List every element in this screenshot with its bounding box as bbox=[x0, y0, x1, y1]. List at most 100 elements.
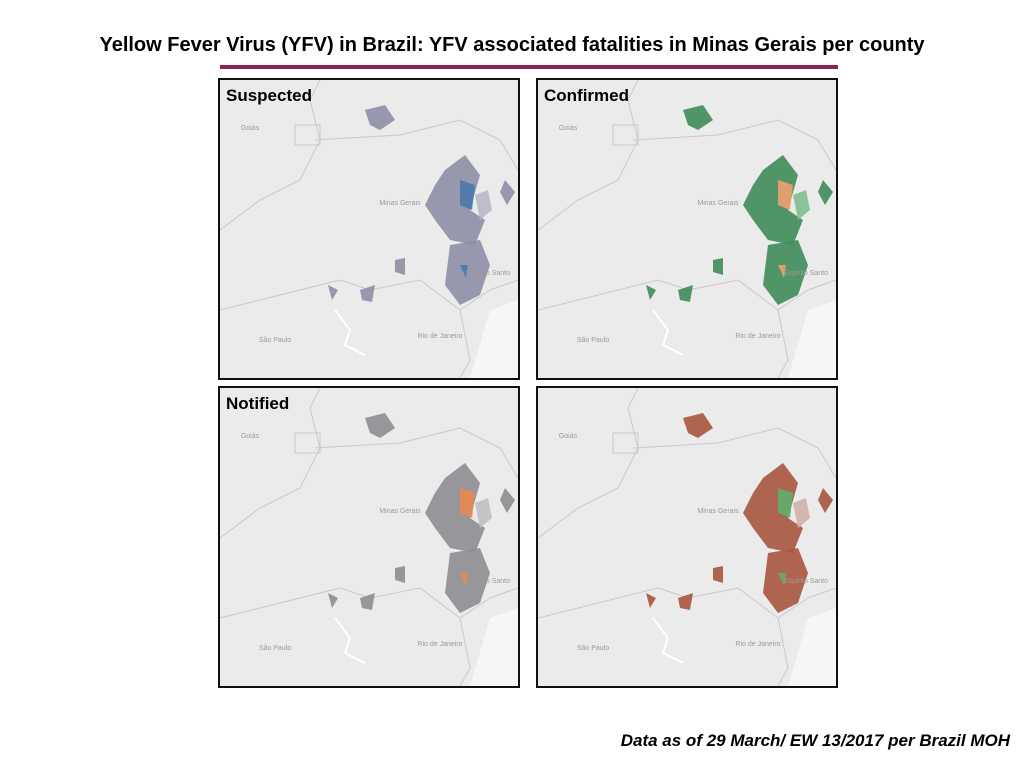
map-label: São Paulo bbox=[259, 645, 291, 652]
map-label: Minas Gerais bbox=[697, 200, 739, 207]
panel-label: Confirmed bbox=[544, 86, 629, 105]
state-border bbox=[459, 587, 518, 619]
map-label: Minas Gerais bbox=[379, 200, 421, 207]
state-border bbox=[459, 279, 518, 311]
county-region bbox=[678, 593, 693, 610]
coast bbox=[788, 608, 836, 686]
state-border bbox=[220, 80, 321, 231]
county-region bbox=[360, 593, 375, 610]
county-region bbox=[460, 180, 475, 210]
map-label: Goiás bbox=[559, 433, 578, 440]
map-label: São Paulo bbox=[577, 645, 609, 652]
state-border bbox=[538, 279, 659, 311]
coast bbox=[788, 300, 836, 378]
state-border bbox=[314, 427, 518, 479]
state-border bbox=[777, 279, 836, 311]
county-region bbox=[763, 240, 808, 305]
map: Goiás Minas Gerais Espírito Santo São Paulo… bbox=[220, 80, 518, 378]
state-border bbox=[632, 119, 836, 171]
state-border bbox=[538, 80, 639, 231]
county-region bbox=[743, 155, 803, 245]
map-label: Minas Gerais bbox=[379, 508, 421, 515]
state-border bbox=[538, 388, 639, 539]
county-region bbox=[425, 463, 485, 553]
map-label: Goiás bbox=[241, 125, 260, 132]
map-label: São Paulo bbox=[577, 337, 609, 344]
map: Goiás Minas Gerais Espírito Santo São Paulo… bbox=[220, 388, 518, 686]
county-region bbox=[365, 413, 395, 438]
county-region bbox=[445, 240, 490, 305]
map-panel: Goiás Minas Gerais Espírito Santo São Paulo… bbox=[218, 78, 520, 380]
county-region bbox=[328, 285, 338, 300]
county-region bbox=[395, 258, 405, 275]
map-panel: Goiás Minas Gerais Espírito Santo São Paulo… bbox=[536, 386, 838, 688]
county-region bbox=[475, 190, 492, 220]
state-border bbox=[777, 587, 836, 619]
county-region bbox=[395, 566, 405, 583]
map-label: Rio de Janeiro bbox=[417, 641, 462, 648]
county-region bbox=[500, 180, 515, 205]
river bbox=[334, 309, 366, 356]
map-label: Rio de Janeiro bbox=[735, 333, 780, 340]
state-border bbox=[538, 587, 659, 619]
coast bbox=[470, 300, 518, 378]
county-region bbox=[646, 593, 656, 608]
state-border bbox=[294, 124, 321, 146]
county-region bbox=[445, 548, 490, 613]
state-border bbox=[339, 279, 471, 378]
county-region bbox=[460, 573, 468, 586]
state-border bbox=[220, 279, 341, 311]
county-region bbox=[778, 180, 793, 210]
county-region bbox=[646, 285, 656, 300]
state-border bbox=[612, 124, 639, 146]
county-region bbox=[778, 265, 786, 278]
county-region bbox=[425, 155, 485, 245]
river bbox=[652, 309, 684, 356]
footer: Data as of 29 March/ EW 13/2017 per Braz… bbox=[620, 731, 1010, 750]
map-label: Goiás bbox=[241, 433, 260, 440]
map-label: Goiás bbox=[559, 125, 578, 132]
county-region bbox=[713, 258, 723, 275]
county-region bbox=[778, 573, 786, 586]
state-border bbox=[220, 388, 321, 539]
county-region bbox=[678, 285, 693, 302]
state-border bbox=[339, 587, 471, 686]
county-region bbox=[328, 593, 338, 608]
map: Goiás Minas Gerais Espírito Santo São Paulo… bbox=[538, 80, 836, 378]
county-region bbox=[793, 498, 810, 528]
state-border bbox=[220, 587, 341, 619]
map-label: Espírito Santo bbox=[784, 270, 828, 277]
county-region bbox=[683, 413, 713, 438]
map-label: Rio de Janeiro bbox=[417, 333, 462, 340]
map-label: São Paulo bbox=[259, 337, 291, 344]
state-border bbox=[294, 432, 321, 454]
state-border bbox=[657, 587, 789, 686]
county-region bbox=[818, 180, 833, 205]
state-border bbox=[632, 427, 836, 479]
map-panel: Goiás Minas Gerais Espírito Santo São Paulo… bbox=[536, 78, 838, 380]
river bbox=[652, 617, 684, 664]
county-region bbox=[365, 105, 395, 130]
county-region bbox=[793, 190, 810, 220]
map-label: Espírito Santo bbox=[466, 578, 510, 585]
map-label: Minas Gerais bbox=[697, 508, 739, 515]
county-region bbox=[683, 105, 713, 130]
county-region bbox=[460, 265, 468, 278]
map: Goiás Minas Gerais Espírito Santo São Paulo… bbox=[538, 388, 836, 686]
county-region bbox=[713, 566, 723, 583]
panel-label: Suspected bbox=[226, 86, 312, 105]
county-region bbox=[360, 285, 375, 302]
map-label: Rio de Janeiro bbox=[735, 641, 780, 648]
state-border bbox=[612, 432, 639, 454]
coast bbox=[470, 608, 518, 686]
map-label: Espírito Santo bbox=[466, 270, 510, 277]
county-region bbox=[500, 488, 515, 513]
map-label: Espírito Santo bbox=[784, 578, 828, 585]
county-region bbox=[460, 488, 475, 518]
county-region bbox=[475, 498, 492, 528]
state-border bbox=[314, 119, 518, 171]
county-region bbox=[778, 488, 793, 518]
county-region bbox=[763, 548, 808, 613]
county-region bbox=[743, 463, 803, 553]
